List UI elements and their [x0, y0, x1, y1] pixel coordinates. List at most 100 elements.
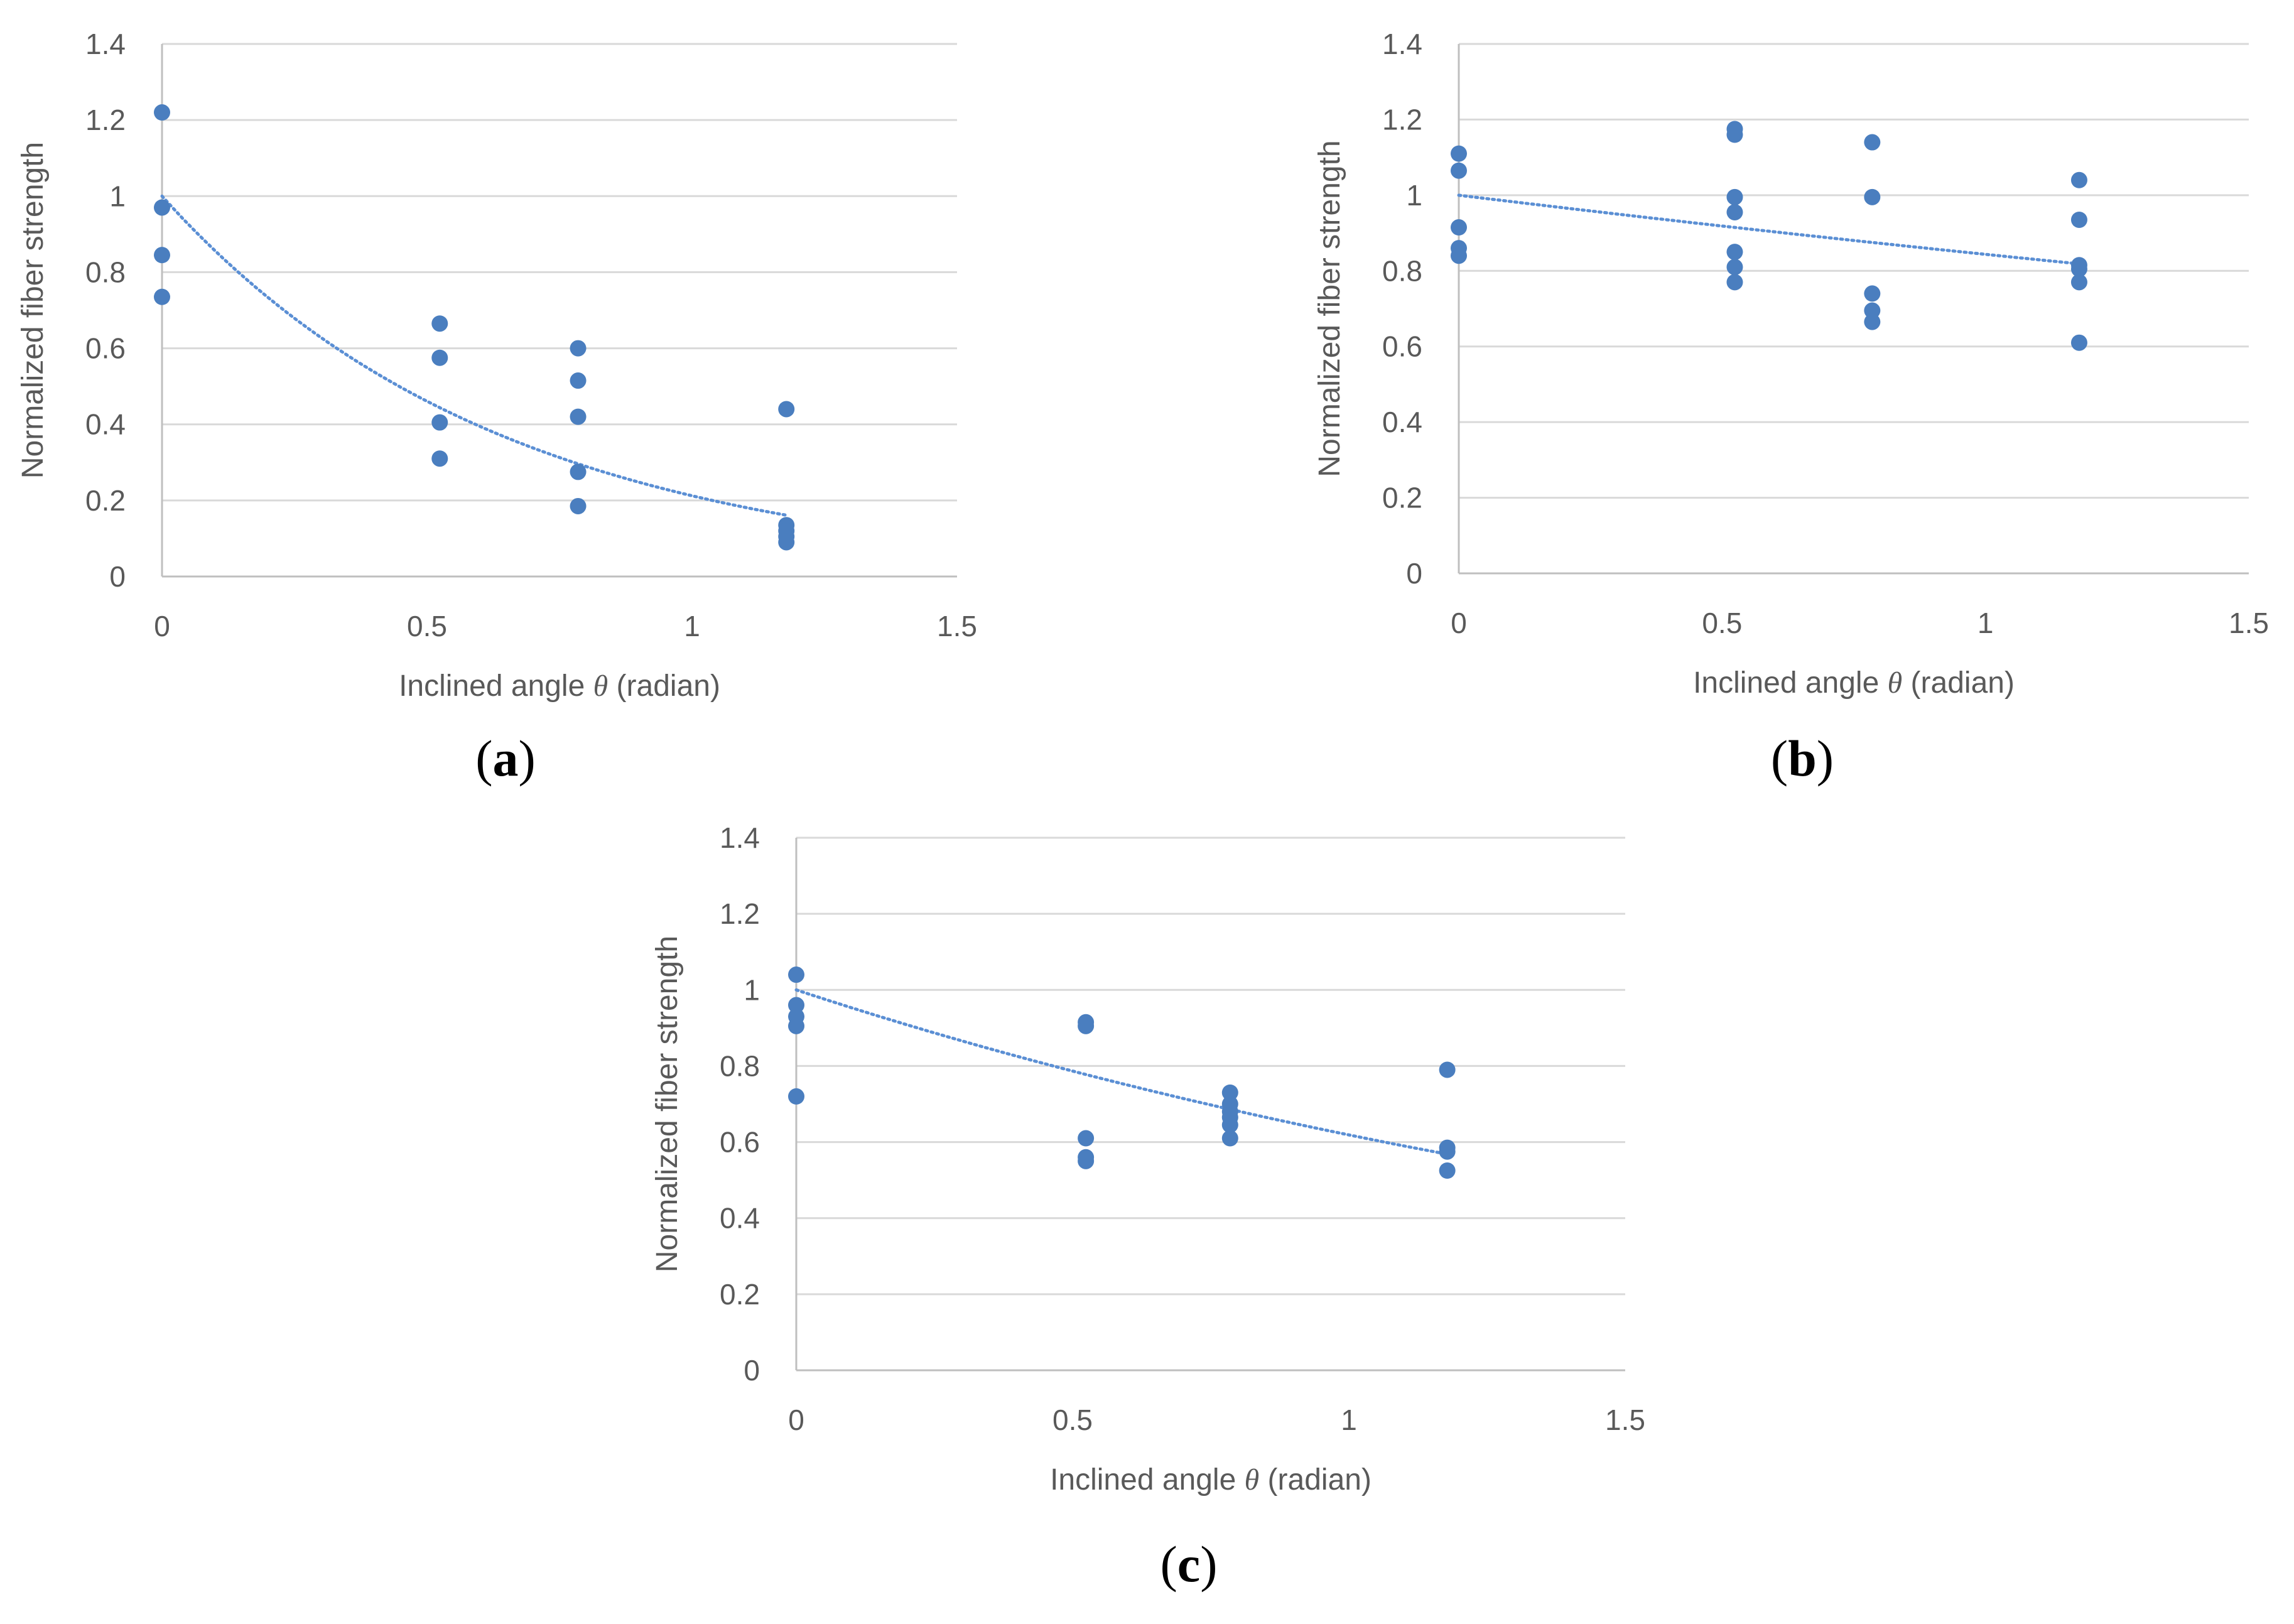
- x-tick-label: 0: [154, 610, 170, 642]
- data-point: [2070, 171, 2087, 188]
- x-axis-title-suffix: (radian): [1902, 666, 2015, 700]
- y-tick-label: 0.8: [85, 256, 126, 288]
- data-point: [431, 315, 448, 332]
- data-point: [431, 450, 448, 467]
- y-tick-label: 1.2: [720, 897, 760, 930]
- trendline: [160, 194, 788, 517]
- x-axis-title-suffix: (radian): [1259, 1463, 1372, 1497]
- data-point: [1726, 274, 1743, 291]
- x-tick-label: 1: [684, 610, 700, 642]
- data-point: [1864, 285, 1881, 302]
- data-point: [2070, 211, 2087, 228]
- panel-label: (a): [475, 730, 536, 787]
- x-axis-title-symbol: θ: [1888, 666, 1903, 700]
- data-point: [1726, 259, 1743, 276]
- chart-panel-c: 0 0.2 0.4 0.6 0.8 1 1.2 1.4 0 0.5 1 1.5 Inclined ang…: [651, 821, 1645, 1593]
- data-point: [570, 340, 587, 357]
- data-point: [2070, 334, 2087, 351]
- trendline: [1457, 193, 2081, 266]
- y-tick-label: 0.4: [85, 408, 126, 441]
- x-tick-label: 0.5: [1702, 607, 1742, 639]
- x-tick-label: 1: [1977, 607, 1994, 639]
- data-point: [1078, 1130, 1095, 1147]
- panel-label: (b): [1771, 730, 1834, 787]
- data-point: [1726, 203, 1743, 220]
- x-axis-title: Inclined angle θ (radian): [1693, 666, 2015, 700]
- y-tick-label: 1.2: [85, 104, 126, 136]
- data-point: [788, 997, 804, 1014]
- y-tick-label: 1.4: [85, 28, 126, 60]
- y-tick-label: 0.6: [1382, 330, 1422, 363]
- y-tick-label: 0.8: [720, 1049, 760, 1082]
- data-point: [1451, 162, 1467, 179]
- data-point: [1451, 145, 1467, 162]
- data-point: [1078, 1017, 1095, 1034]
- data-point: [1439, 1162, 1456, 1179]
- x-axis-title-prefix: Inclined angle: [1050, 1463, 1245, 1497]
- x-axis-title-symbol: θ: [1245, 1463, 1260, 1497]
- y-axis-title: Normalized fiber strength: [1313, 140, 1346, 477]
- y-tick-label: 1: [1406, 179, 1422, 212]
- data-point: [431, 414, 448, 431]
- y-tick-label: 0.2: [85, 484, 126, 517]
- data-point: [1078, 1152, 1095, 1169]
- y-tick-label: 0.6: [720, 1126, 760, 1159]
- data-point: [778, 401, 795, 418]
- y-tick-label: 1.2: [1382, 103, 1422, 136]
- y-tick-label: 0.8: [1382, 254, 1422, 287]
- data-point: [154, 199, 170, 216]
- x-axis-title-suffix: (radian): [608, 669, 720, 703]
- x-tick-label: 1.5: [2229, 607, 2269, 639]
- y-tick-label: 0: [109, 560, 126, 593]
- y-tick-label: 0: [1406, 557, 1422, 590]
- data-point: [778, 534, 795, 551]
- x-tick-label: 1.5: [1605, 1404, 1645, 1436]
- y-tick-label: 0.6: [85, 332, 126, 365]
- data-point: [1221, 1084, 1238, 1101]
- data-point: [1221, 1130, 1238, 1147]
- x-axis-title: Inclined angle θ (radian): [1050, 1463, 1372, 1497]
- x-tick-label: 1.5: [937, 610, 977, 642]
- y-tick-label: 0.2: [1382, 482, 1422, 514]
- data-point: [2070, 274, 2087, 291]
- data-point: [2070, 261, 2087, 278]
- data-point: [1864, 302, 1881, 319]
- data-point: [1726, 188, 1743, 205]
- trendline: [794, 988, 1449, 1156]
- x-tick-label: 0.5: [407, 610, 447, 642]
- data-point: [570, 372, 587, 389]
- data-point: [1726, 126, 1743, 143]
- y-tick-label: 0.4: [1382, 406, 1422, 438]
- x-axis-title: Inclined angle θ (radian): [399, 669, 720, 703]
- data-point: [570, 463, 587, 480]
- y-tick-label: 1: [109, 180, 126, 212]
- x-axis-title-symbol: θ: [593, 669, 609, 703]
- data-point: [570, 497, 587, 514]
- y-tick-label: 1.4: [720, 821, 760, 854]
- data-point: [1864, 188, 1881, 205]
- x-tick-label: 0: [1451, 607, 1467, 639]
- data-point: [1451, 247, 1467, 264]
- x-tick-label: 0: [788, 1404, 804, 1436]
- data-point: [1451, 219, 1467, 236]
- data-point: [154, 104, 170, 121]
- data-point: [1439, 1143, 1456, 1160]
- data-point: [1864, 134, 1881, 151]
- y-tick-label: 0.4: [720, 1202, 760, 1235]
- data-point: [431, 349, 448, 366]
- data-point: [1439, 1061, 1456, 1078]
- data-point: [154, 288, 170, 305]
- y-tick-label: 0: [744, 1354, 760, 1387]
- data-point: [1864, 313, 1881, 330]
- chart-panel-b: 0 0.2 0.4 0.6 0.8 1 1.2 1.4 0 0.5 1 1.5 Inclined ang…: [1313, 28, 2269, 787]
- x-axis-title-prefix: Inclined angle: [1693, 666, 1888, 700]
- data-point: [1726, 244, 1743, 261]
- data-point: [570, 408, 587, 425]
- y-tick-label: 1: [744, 973, 760, 1006]
- x-axis-title-prefix: Inclined angle: [399, 669, 593, 703]
- data-point: [788, 966, 804, 983]
- y-tick-label: 1.4: [1382, 28, 1422, 60]
- panel-label: (c): [1160, 1535, 1217, 1593]
- data-point: [788, 1017, 804, 1034]
